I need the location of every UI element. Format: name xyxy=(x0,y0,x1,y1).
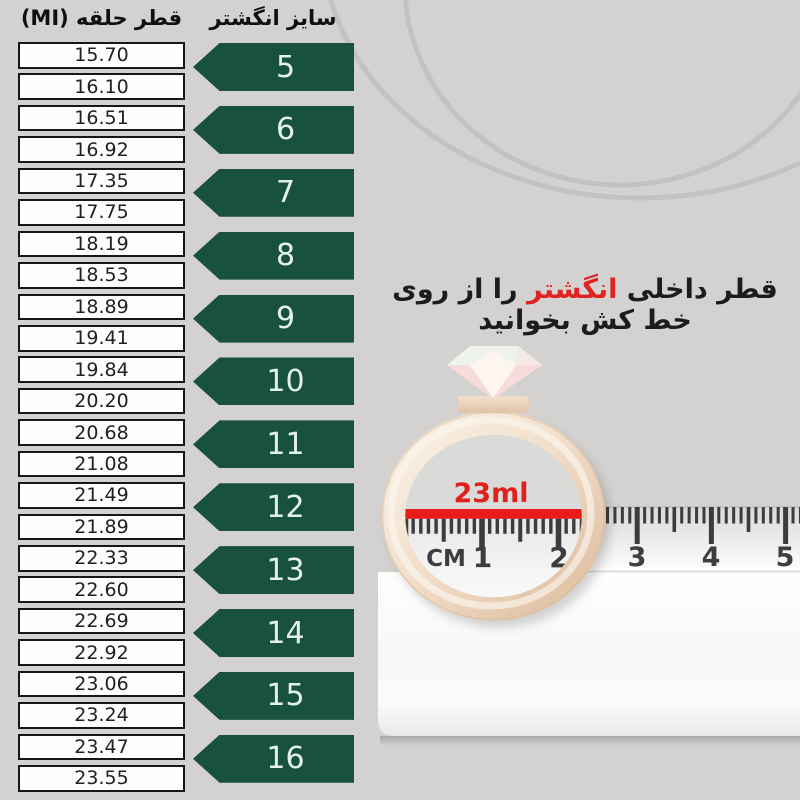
size-label: 10 xyxy=(266,363,305,399)
diameter-cell: 16.92 xyxy=(18,136,185,163)
ruler-number-5: 5 xyxy=(776,542,795,573)
diameter-cell: 22.33 xyxy=(18,545,185,572)
size-arrow: 14 xyxy=(193,609,354,658)
lens-unit-label: CM xyxy=(426,546,466,572)
header-ring-size: سایز انگشتر xyxy=(209,6,337,30)
ruler-shadow xyxy=(380,736,800,746)
size-arrow: 12 xyxy=(193,483,354,532)
size-arrow: 16 xyxy=(193,734,354,783)
ring-band-highlight xyxy=(387,416,595,610)
ruler-number-4: 4 xyxy=(702,542,721,573)
instruction-text: قطر داخلی انگشتر را از روی خط کش بخوانید xyxy=(373,274,797,336)
instruction-highlight: انگشتر xyxy=(526,274,618,305)
diameter-cell: 18.89 xyxy=(18,293,185,321)
diameter-cell: 21.49 xyxy=(18,482,185,509)
decorative-arcs xyxy=(328,0,800,201)
size-arrow: 8 xyxy=(193,231,354,280)
size-arrow: 15 xyxy=(193,671,354,720)
ring-group: CM 1 2 23ml xyxy=(381,346,610,627)
size-arrow: 9 xyxy=(193,294,354,343)
diameter-cell: 16.10 xyxy=(18,73,185,101)
diameter-cell: 21.08 xyxy=(18,450,185,478)
size-arrow: 11 xyxy=(193,420,354,469)
header-ring-diameter: قطر حلقه (MI) xyxy=(20,6,183,30)
size-label: 14 xyxy=(266,615,305,651)
diameter-cell: 23.47 xyxy=(18,733,185,761)
size-label: 11 xyxy=(266,426,305,462)
diameter-cell: 16.51 xyxy=(18,104,185,132)
diameter-cell: 23.06 xyxy=(18,670,185,698)
lens-number-1: 1 xyxy=(473,541,492,574)
size-label: 16 xyxy=(266,741,305,777)
size-label: 8 xyxy=(275,238,296,274)
diameter-cell: 20.68 xyxy=(18,419,185,446)
diameter-cell: 21.89 xyxy=(18,513,185,541)
size-arrow: 10 xyxy=(193,357,354,406)
diameter-column: 15.70 16.10 16.51 16.92 17.35 17.75 18.1… xyxy=(18,42,185,792)
size-arrow: 7 xyxy=(193,168,354,217)
diamond-icon xyxy=(447,346,542,399)
size-arrow: 5 xyxy=(193,43,354,91)
size-label: 6 xyxy=(275,112,296,148)
diamond-mount xyxy=(458,396,529,413)
ring-measure-bar xyxy=(405,509,582,519)
diameter-cell: 17.35 xyxy=(18,167,185,195)
size-column: 5 6 7 8 9 10 11 12 13 14 15 16 xyxy=(193,43,354,783)
instruction-before: قطر داخلی xyxy=(626,274,778,305)
size-label: 13 xyxy=(266,552,305,588)
diameter-cell: 17.75 xyxy=(18,199,185,226)
ruler-number-3: 3 xyxy=(628,542,647,573)
size-label: 15 xyxy=(266,678,305,714)
instruction-after: را از روی خط کش بخوانید xyxy=(392,274,692,336)
diameter-cell: 22.60 xyxy=(18,576,185,604)
diameter-cell: 22.69 xyxy=(18,607,185,635)
measure-label: 23ml xyxy=(454,478,529,509)
diameter-cell: 22.92 xyxy=(18,639,185,666)
diameter-cell: 20.20 xyxy=(18,387,185,415)
diameter-cell: 23.55 xyxy=(18,765,185,792)
diameter-cell: 19.84 xyxy=(18,356,185,383)
size-label: 7 xyxy=(275,175,296,211)
diameter-cell: 19.41 xyxy=(18,324,185,352)
size-label: 9 xyxy=(275,301,296,337)
diameter-cell: 23.24 xyxy=(18,702,185,729)
size-label: 5 xyxy=(275,49,296,85)
diameter-cell: 15.70 xyxy=(18,42,185,69)
diameter-cell: 18.53 xyxy=(18,262,185,289)
size-arrow: 13 xyxy=(193,546,354,595)
diameter-cell: 18.19 xyxy=(18,230,185,258)
size-arrow: 6 xyxy=(193,105,354,154)
size-label: 12 xyxy=(266,489,305,525)
